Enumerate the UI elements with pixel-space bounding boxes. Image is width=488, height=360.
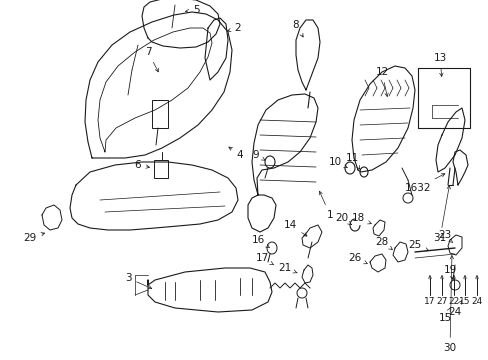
- Text: 4: 4: [228, 147, 243, 160]
- Text: 20: 20: [335, 213, 351, 225]
- Text: 1632: 1632: [404, 174, 444, 193]
- Text: 18: 18: [351, 213, 370, 224]
- Text: 8: 8: [292, 20, 303, 37]
- Text: 15: 15: [437, 308, 451, 323]
- Text: 30: 30: [443, 256, 456, 353]
- Text: 9: 9: [252, 150, 264, 160]
- Text: 11: 11: [345, 153, 359, 169]
- Bar: [152, 100, 168, 128]
- Text: 14: 14: [283, 220, 306, 236]
- Text: 29: 29: [23, 233, 44, 243]
- Text: 7: 7: [144, 47, 158, 72]
- Text: 22: 22: [447, 297, 459, 306]
- Text: 31: 31: [432, 185, 449, 243]
- Text: 17: 17: [255, 253, 273, 265]
- Text: 10: 10: [328, 157, 346, 168]
- Text: 2: 2: [227, 23, 241, 33]
- Text: 25: 25: [407, 240, 428, 251]
- Text: 5: 5: [185, 5, 199, 15]
- Text: 6: 6: [134, 160, 149, 170]
- Text: 12: 12: [375, 67, 388, 96]
- Text: 24: 24: [470, 297, 482, 306]
- Text: 23: 23: [437, 230, 452, 243]
- Text: 3: 3: [124, 273, 151, 289]
- Text: 19: 19: [443, 265, 456, 279]
- Bar: [154, 160, 168, 178]
- Text: 28: 28: [375, 237, 391, 249]
- Text: 13: 13: [432, 53, 446, 76]
- Text: 26: 26: [347, 253, 366, 264]
- Text: 27: 27: [435, 297, 447, 306]
- Text: 24: 24: [447, 301, 461, 317]
- Text: 16: 16: [251, 235, 269, 248]
- Text: 15: 15: [458, 297, 470, 306]
- Text: 17: 17: [424, 297, 435, 306]
- Text: 21: 21: [278, 263, 296, 273]
- Text: 1: 1: [319, 191, 333, 220]
